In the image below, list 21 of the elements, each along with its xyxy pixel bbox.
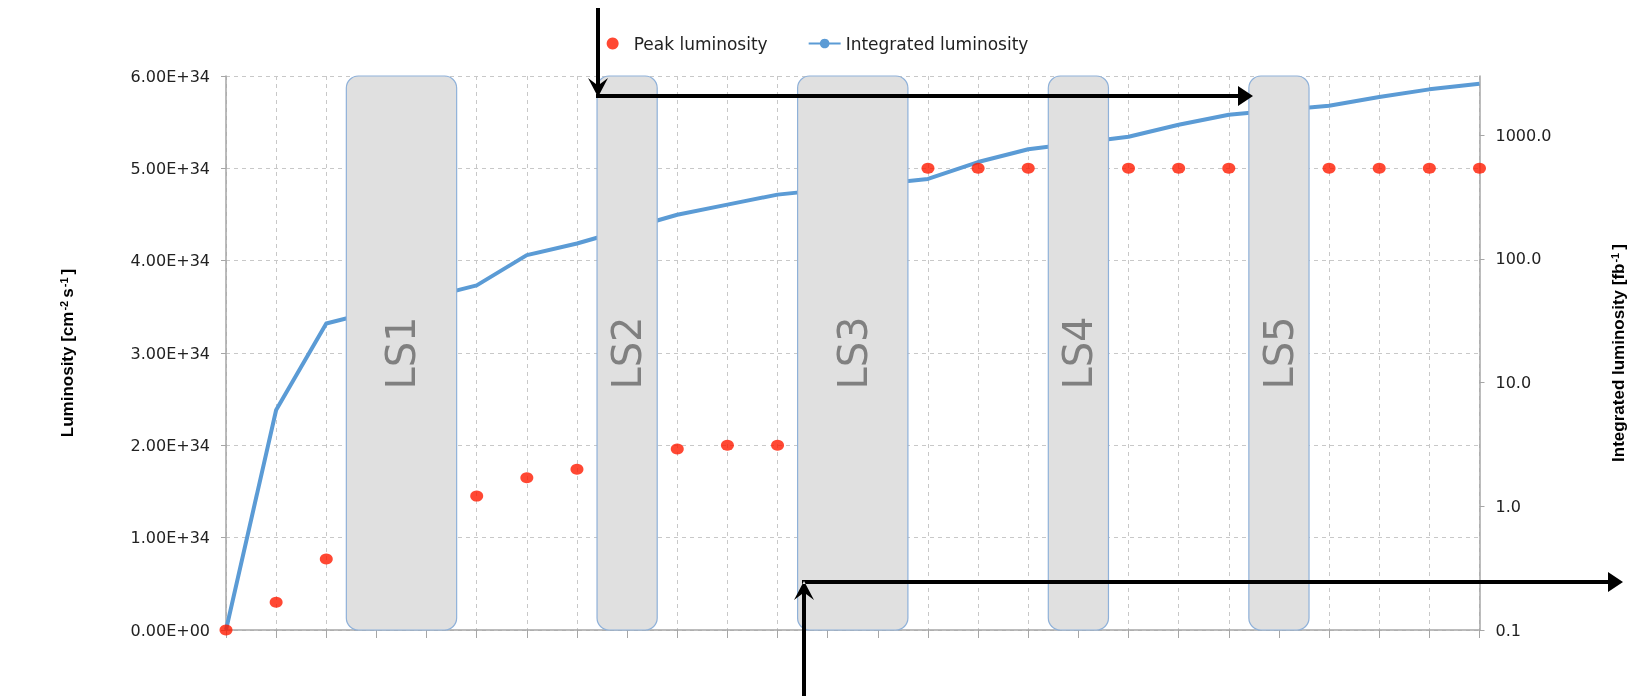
annotation: LS1	[378, 316, 425, 390]
y2-tick-label: 1000.0	[1495, 125, 1552, 145]
annotation: LS3	[829, 316, 876, 390]
y-tick-label: 0.00E+00	[130, 620, 210, 640]
y-tick-label: 6.00E+34	[130, 66, 210, 86]
y2-tick-label: 100.0	[1495, 249, 1542, 269]
y-tick-label: 1.00E+34	[130, 528, 210, 548]
y2-tick-label: 0.1	[1495, 620, 1521, 640]
y-tick-label: 3.00E+34	[130, 343, 210, 363]
y-tick-label: 4.00E+34	[130, 251, 210, 271]
legend-label: Peak luminosity	[633, 33, 768, 54]
annotation: LS2	[604, 316, 651, 390]
annotation: LS5	[1255, 316, 1302, 390]
y2-tick-label: 10.0	[1495, 373, 1532, 393]
annotation: LS4	[1055, 316, 1102, 390]
y-tick-label: 2.00E+34	[130, 435, 210, 455]
y-tick-label: 5.00E+34	[130, 158, 210, 178]
y2-axis-title: Integrated luminosity [fb-1]	[1609, 244, 1628, 462]
legend-label: Integrated luminosity	[845, 33, 1029, 54]
y-axis-title: Luminosity [cm-2s-1]	[57, 268, 77, 438]
y2-tick-label: 1.0	[1495, 496, 1521, 516]
